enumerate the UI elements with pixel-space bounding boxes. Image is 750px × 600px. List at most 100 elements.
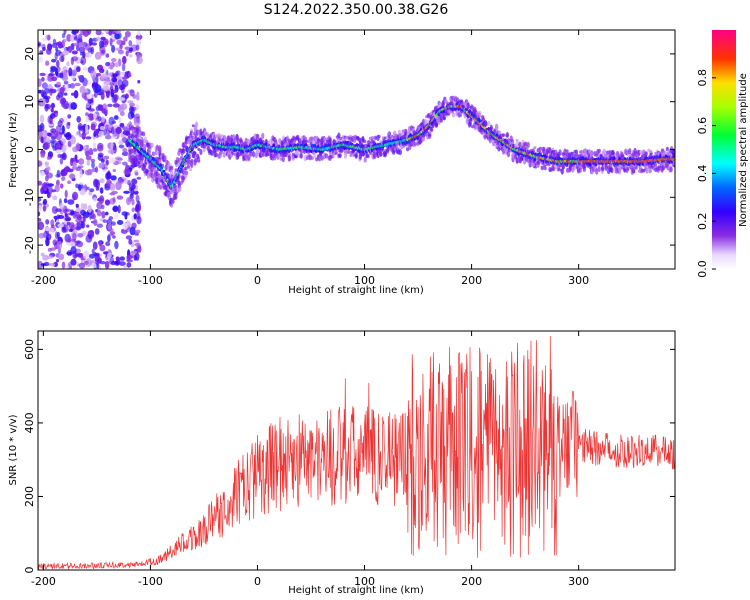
spectrogram-noise-cell	[113, 94, 118, 103]
spectrogram-halo-cell	[404, 128, 408, 134]
spectrogram-noise-cell	[78, 262, 86, 269]
spectrogram-noise-cell	[73, 36, 78, 41]
spectrogram-noise-cell	[111, 126, 115, 135]
spectrogram-noise-cell	[72, 146, 79, 153]
spectrogram-noise-cell	[133, 117, 141, 127]
spectrogram-noise-cell	[117, 204, 121, 214]
spectrogram-halo-cell	[400, 145, 404, 149]
spectrogram-noise-cell	[64, 217, 71, 221]
spectrogram-noise-cell	[122, 161, 128, 166]
spectrogram-noise-cell	[109, 197, 116, 205]
spectrogram-halo-cell	[191, 124, 195, 128]
spectrogram-halo-cell	[296, 152, 300, 156]
snr-y-tick-label: 400	[23, 412, 36, 433]
spectrogram-noise-cell	[91, 167, 97, 173]
spectrogram-noise-cell	[113, 260, 119, 265]
spectrogram-noise-cell	[85, 124, 89, 133]
spectrogram-noise-cell	[92, 148, 98, 152]
spectrogram-noise-cell	[106, 179, 112, 185]
spectrogram-halo-cell	[138, 164, 142, 169]
spectrogram-halo-cell	[217, 133, 221, 139]
spectrogram-noise-cell	[40, 136, 44, 144]
spectrogram-noise-cell	[91, 213, 96, 220]
spectrogram-noise-cell	[94, 128, 100, 135]
spectrogram-noise-cell	[99, 126, 105, 131]
spectrogram-halo-cell	[160, 163, 165, 168]
snr-y-tick-label: 0	[23, 567, 36, 574]
spectrogram-noise-cell	[57, 253, 65, 261]
spectrogram-noise-cell	[43, 142, 50, 150]
spectrogram-noise-cell	[46, 255, 54, 260]
spectrogram-noise-cell	[67, 83, 71, 89]
spectrogram-halo-cell	[515, 142, 519, 146]
snr-x-axis-label: Height of straight line (km)	[288, 585, 424, 596]
spectrogram-noise-cell	[82, 77, 88, 87]
spectrogram-noise-cell	[59, 72, 64, 79]
spectrogram-noise-cell	[55, 208, 62, 213]
spectrogram-noise-cell	[71, 92, 75, 96]
spectrogram-noise-cell	[131, 207, 135, 213]
spectrogram-noise-cell	[107, 222, 112, 231]
spectrogram-noise-cell	[57, 223, 64, 228]
spectrogram-noise-cell	[107, 103, 113, 108]
snr-y-tick-label: 600	[23, 339, 36, 360]
spectrogram-noise-cell	[70, 209, 75, 216]
spectrogram-noise-cell	[97, 154, 104, 161]
spectrogram-noise-cell	[65, 132, 72, 141]
spectrogram-noise-cell	[55, 149, 62, 154]
spectrogram-noise-cell	[72, 161, 77, 169]
spectrogram-noise-cell	[63, 80, 69, 85]
spectrogram-noise-cell	[39, 50, 44, 55]
snr-x-tick-label: 300	[568, 575, 589, 588]
spectrogram-noise-cell	[68, 228, 73, 232]
spectrogram-noise-cell	[89, 229, 95, 236]
spectrogram-halo-cell	[401, 129, 405, 134]
spectrogram-noise-cell	[64, 208, 72, 212]
spectrogram-noise-cell	[119, 261, 126, 266]
spectrogram-noise-cell	[99, 187, 104, 194]
spectrogram-noise-cell	[42, 198, 48, 205]
spectrogram-noise-cell	[126, 262, 132, 268]
spectrogram-noise-cell	[63, 69, 68, 79]
spectrogram-y-tick-label: 20	[23, 47, 36, 61]
spectrogram-noise-cell	[91, 161, 95, 169]
spectrogram-halo-cell	[291, 156, 296, 161]
spectrogram-halo-cell	[138, 153, 142, 161]
spectrogram-halo-cell	[597, 166, 601, 173]
spectrogram-halo-cell	[648, 168, 652, 174]
spectrogram-halo-cell	[565, 149, 569, 153]
spectrogram-noise-cell	[115, 181, 122, 191]
spectrogram-halo-cell	[558, 149, 562, 156]
spectrogram-noise-cell	[117, 117, 122, 124]
spectrogram-noise-cell	[42, 205, 47, 212]
spectrogram-x-tick-label: 200	[461, 274, 482, 287]
spectrogram-halo-cell	[509, 135, 513, 142]
spectrogram-halo-cell	[215, 134, 219, 138]
spectrogram-noise-cell	[64, 189, 68, 199]
spectrogram-noise-cell	[85, 136, 92, 140]
spectrogram-noise-cell	[97, 104, 104, 111]
spectrogram-noise-cell	[78, 46, 86, 54]
spectrogram-noise-cell	[45, 175, 49, 182]
spectrogram-noise-cell	[133, 254, 138, 261]
spectrogram-halo-cell	[191, 146, 195, 150]
spectrogram-noise-cell	[49, 113, 56, 119]
spectrogram-halo-cell	[310, 136, 314, 142]
spectrogram-halo-cell	[451, 112, 456, 118]
spectrogram-noise-cell	[109, 157, 116, 164]
spectrogram-noise-cell	[46, 156, 51, 160]
spectrogram-halo-cell	[431, 123, 435, 128]
snr-series	[38, 335, 675, 570]
spectrogram-noise-cell	[64, 213, 69, 218]
spectrogram-noise-cell	[129, 102, 136, 107]
spectrogram-noise-cell	[121, 176, 126, 180]
spectrogram-noise-cell	[124, 31, 131, 38]
spectrogram-halo-cell	[475, 124, 479, 130]
spectrogram-y-tick-label: 10	[23, 95, 36, 109]
spectrogram-halo-cell	[515, 138, 519, 143]
spectrogram-noise-cell	[38, 160, 43, 167]
spectrogram-halo-cell	[165, 159, 169, 166]
snr-y-tick-label: 200	[23, 486, 36, 507]
spectrogram-halo-cell	[127, 146, 131, 150]
spectrogram-noise-cell	[122, 147, 128, 153]
